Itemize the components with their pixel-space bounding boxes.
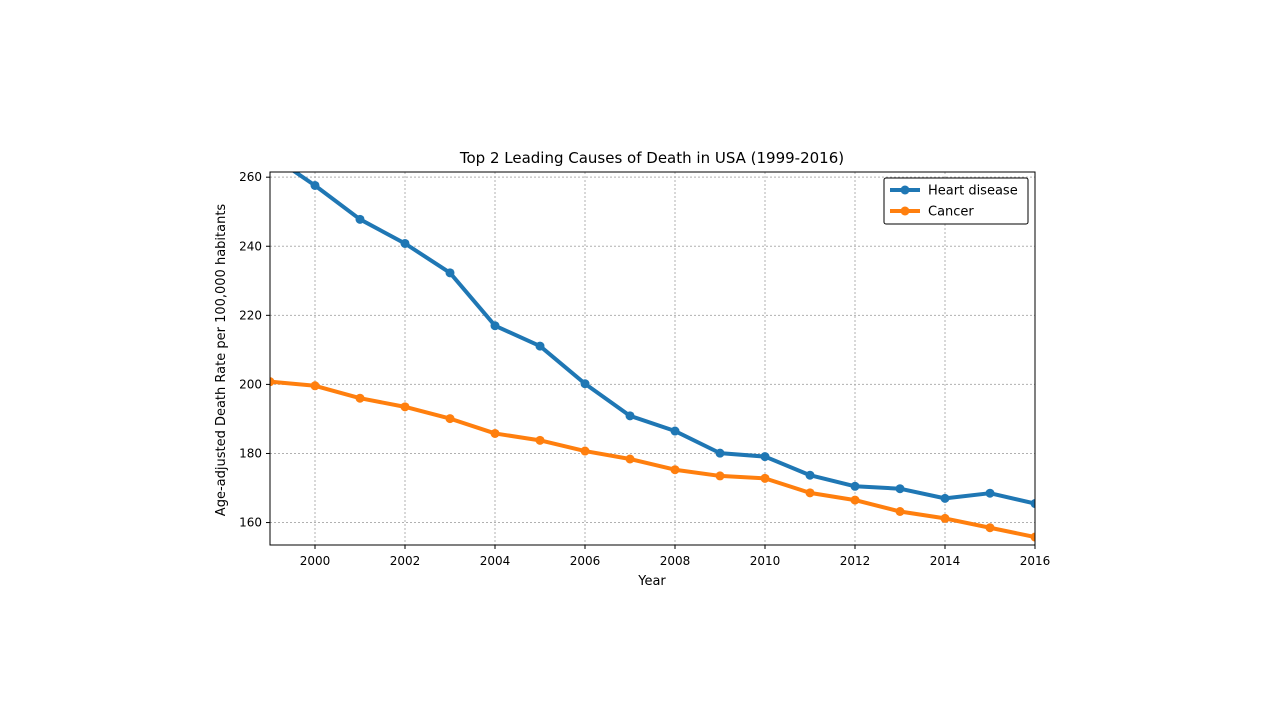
x-tick-label: 2012	[840, 554, 871, 568]
heart-disease-point	[625, 411, 635, 421]
heart-disease-point	[850, 481, 860, 491]
chart-title: Top 2 Leading Causes of Death in USA (19…	[459, 149, 844, 167]
legend-items: Heart disease Cancer	[890, 184, 1018, 220]
heart-disease-point	[580, 379, 590, 389]
legend: Heart disease Cancer	[883, 177, 1029, 225]
heart-disease-point	[490, 321, 500, 331]
cancer-point	[1030, 532, 1035, 542]
x-tick-label: 2014	[930, 554, 961, 568]
cancer-point	[355, 393, 365, 403]
cancer-line	[270, 379, 1035, 540]
cancer-point	[535, 435, 545, 445]
x-tick-label: 2016	[1020, 554, 1051, 568]
cancer-point	[490, 428, 500, 438]
x-tick-label: 2006	[570, 554, 601, 568]
cancer-point	[715, 471, 725, 481]
cancer-point	[625, 454, 635, 464]
plot-frame	[269, 171, 1036, 546]
cancer-point	[400, 402, 410, 412]
x-tick-label: 2010	[750, 554, 781, 568]
legend-marker-heart-disease	[900, 185, 910, 195]
y-tick-label: 220	[239, 308, 262, 322]
x-tick-label: 2008	[660, 554, 691, 568]
heart-disease-point	[895, 484, 905, 494]
y-tick-label: 260	[239, 170, 262, 184]
heart-disease-point	[445, 268, 455, 278]
heart-disease-point	[760, 452, 770, 462]
y-ticks-layer: 160 180 200 220 240 260	[239, 170, 270, 530]
cancer-point	[310, 381, 320, 391]
x-axis-label: Year	[637, 574, 666, 589]
heart-disease-point	[266, 150, 275, 159]
heart-disease-point	[715, 448, 725, 458]
y-tick-label: 160	[239, 516, 262, 530]
cancer-point	[670, 465, 680, 475]
x-tick-label: 2002	[390, 554, 421, 568]
heart-disease-line	[291, 172, 1035, 506]
cancer-point	[985, 523, 995, 533]
cancer-point	[445, 414, 455, 424]
cancer-point	[895, 506, 905, 516]
y-tick-label: 200	[239, 377, 262, 391]
heart-disease-point	[940, 493, 950, 503]
cancer-point	[580, 446, 590, 456]
heart-disease-point	[1030, 499, 1035, 509]
cancer-point	[940, 513, 950, 523]
heart-disease-point	[355, 214, 365, 224]
cancer-point	[850, 495, 860, 505]
y-tick-label: 240	[239, 239, 262, 253]
y-axis-label: Age-adjusted Death Rate per 100,000 habi…	[214, 204, 229, 517]
cancer-point	[270, 377, 275, 387]
heart-disease-point	[310, 180, 320, 190]
legend-label-cancer: Cancer	[928, 205, 974, 220]
legend-label-heart-disease: Heart disease	[928, 184, 1018, 199]
legend-marker-cancer	[900, 206, 910, 216]
heart-disease-point	[670, 426, 680, 436]
grid-layer	[270, 172, 1036, 545]
heart-disease-point	[400, 238, 410, 248]
heart-disease-point	[805, 470, 815, 480]
series-layer	[266, 150, 1035, 542]
heart-disease-point	[985, 488, 995, 498]
cancer-point	[760, 473, 770, 483]
y-tick-label: 180	[239, 446, 262, 460]
x-tick-label: 2000	[300, 554, 331, 568]
x-tick-label: 2004	[480, 554, 511, 568]
x-ticks-layer: 2000 2002 2004 2006 2008 2010 2012 2014 2016	[300, 545, 1051, 568]
cancer-point	[805, 488, 815, 498]
heart-disease-point	[535, 341, 545, 351]
